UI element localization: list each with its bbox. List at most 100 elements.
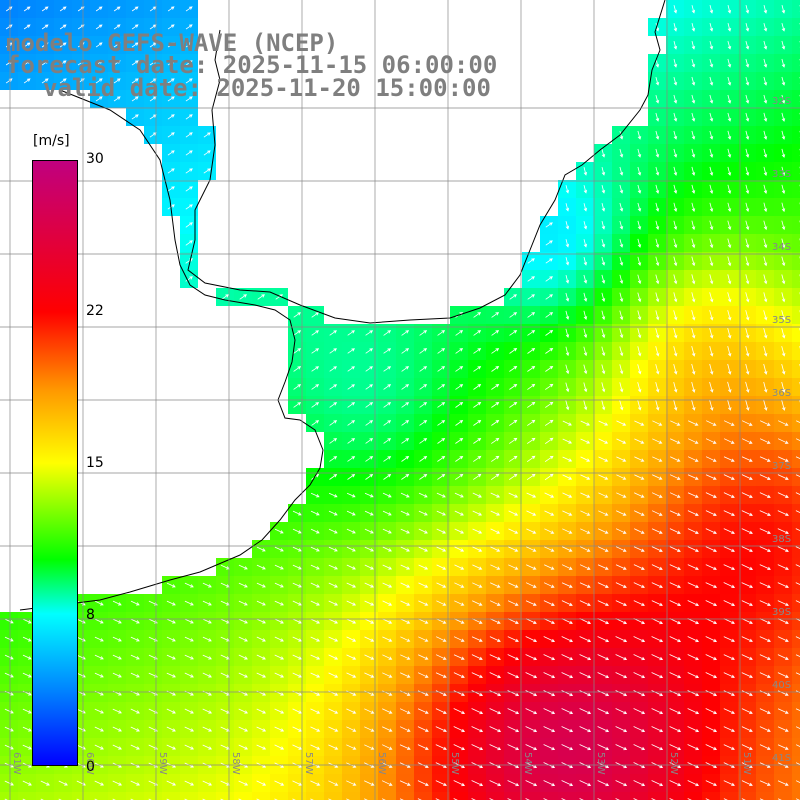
wind-arrow [256,780,267,786]
wind-arrow [669,654,682,661]
wind-arrow [455,348,464,354]
wind-arrow [310,564,320,570]
wind-arrow [346,510,356,516]
wind-arrow [745,274,750,285]
wind-arrow [583,203,588,212]
wind-arrow [454,600,465,606]
wind-cell [792,648,800,666]
wind-arrow [673,238,678,249]
wind-arrow [562,546,573,552]
wind-arrow [310,636,321,642]
wind-arrow [579,798,584,800]
wind-arrow [669,780,682,787]
wind-arrow [544,419,554,426]
wind-cell [792,288,800,306]
wind-arrow [777,618,789,624]
wind-arrow [508,528,519,534]
wind-arrow [781,399,786,411]
wind-arrow [418,582,429,588]
wind-arrow [691,381,696,393]
wind-arrow [435,690,447,696]
wind-cell [144,792,162,800]
wind-arrow [544,455,554,463]
wind-arrow [167,6,175,12]
wind-arrow [292,564,302,570]
colorbar [32,160,78,766]
lon-label: 53W [595,752,606,775]
wind-arrow [490,564,501,570]
wind-arrow [781,130,786,140]
wind-arrow [763,40,768,50]
wind-arrow [709,381,714,393]
colorbar-tick: 22 [86,303,104,319]
wind-arrow [167,42,175,48]
wind-arrow [22,726,32,732]
wind-arrow [292,600,302,606]
wind-cell [792,306,800,324]
wind-arrow [184,726,195,732]
wind-arrow [130,780,141,786]
wind-arrow [723,618,735,624]
wind-arrow [579,672,592,679]
wind-cell [792,324,800,342]
wind-arrow [615,654,628,661]
wind-cell [792,468,800,486]
wind-arrow [561,726,574,733]
wind-arrow [741,636,753,642]
wind-arrow [418,528,428,534]
wind-arrow [723,528,735,534]
wind-arrow [673,202,678,213]
wind-arrow [435,744,447,750]
wind-cell [180,792,198,800]
wind-arrow [471,780,484,787]
wind-arrow [619,130,624,140]
wind-arrow [419,330,428,336]
wind-arrow [383,420,392,426]
wind-arrow [651,690,664,697]
wind-arrow [673,328,678,339]
wind-arrow [579,582,591,588]
wind-arrow [328,582,338,588]
wind-arrow [401,384,410,390]
wind-arrow [583,292,588,302]
wind-cell [792,0,800,18]
wind-arrow [565,364,570,375]
wind-arrow [745,76,750,86]
wind-arrow [455,384,464,390]
wind-arrow [329,438,338,444]
wind-arrow [651,798,656,800]
wind-arrow [328,510,338,516]
wind-arrow [745,202,750,213]
wind-arrow [727,310,732,321]
wind-arrow [526,455,536,463]
wind-arrow [709,345,714,357]
wind-arrow [185,78,193,84]
wind-arrow [454,510,464,516]
wind-arrow [669,546,681,552]
wind-arrow [238,744,249,750]
wind-arrow [437,438,446,444]
wind-arrow [509,384,518,390]
wind-arrow [544,437,554,445]
wind-arrow [655,94,660,104]
wind-arrow [619,238,624,248]
wind-arrow [453,798,458,800]
wind-arrow [655,310,660,321]
wind-arrow [597,708,610,715]
wind-arrow [436,600,447,606]
wind-cell [36,792,54,800]
wind-arrow [346,780,357,786]
wind-arrow [723,672,735,678]
wind-arrow [507,672,520,679]
wind-arrow [651,726,664,733]
wind-arrow [545,222,553,228]
wind-arrow [597,672,610,679]
wind-arrow [691,256,696,267]
wind-arrow [565,221,570,230]
wind-arrow [741,690,753,696]
wind-cell [666,792,684,800]
wind-arrow [691,23,696,32]
wind-arrow [652,420,663,426]
wind-arrow [670,438,681,444]
wind-arrow [328,726,339,732]
